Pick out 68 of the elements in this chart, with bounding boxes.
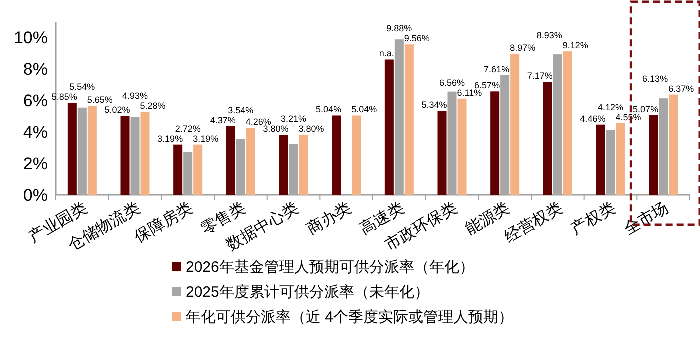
- data-label: 4.46%: [580, 114, 606, 124]
- bar: [246, 128, 256, 195]
- data-label: 6.13%: [642, 74, 668, 84]
- data-label: 5.85%: [52, 92, 78, 102]
- bar: [404, 44, 414, 195]
- data-label: 5.54%: [70, 82, 96, 92]
- data-label: 3.19%: [158, 134, 184, 144]
- data-label: 5.07%: [633, 104, 659, 114]
- bar: [669, 94, 678, 195]
- bar: [458, 98, 467, 195]
- data-label: 3.19%: [193, 134, 219, 144]
- data-label: 4.26%: [246, 117, 272, 127]
- bar: [510, 54, 520, 195]
- y-tick-label: 4%: [23, 123, 48, 142]
- bar: [140, 112, 150, 195]
- x-tick-label: 产权类: [568, 198, 619, 238]
- y-tick-label: 8%: [23, 60, 48, 80]
- data-label: 8.97%: [510, 42, 536, 53]
- data-label: 7.17%: [527, 71, 553, 82]
- bar: [88, 106, 97, 195]
- data-label: 4.12%: [598, 102, 624, 112]
- data-label: 8.93%: [536, 30, 562, 41]
- data-label: 6.56%: [439, 78, 466, 88]
- bar: [279, 135, 288, 195]
- data-label: 5.02%: [104, 105, 130, 116]
- bar: [226, 126, 236, 195]
- data-label: 9.88%: [386, 24, 412, 34]
- data-label: 9.12%: [562, 40, 588, 51]
- data-label: 3.80%: [263, 124, 289, 134]
- x-tick-label: 商办类: [304, 198, 355, 238]
- data-label: 7.61%: [484, 64, 510, 74]
- data-label: 3.54%: [228, 105, 254, 116]
- data-label: 5.65%: [87, 95, 113, 106]
- legend-label: 2026年基金管理人预期可供分派率（年化）: [186, 259, 474, 276]
- bar: [120, 116, 130, 195]
- y-tick-label: 2%: [23, 154, 48, 174]
- data-label: 3.80%: [298, 124, 324, 134]
- bar: [616, 123, 626, 195]
- data-label: 2.72%: [175, 124, 201, 134]
- data-label: 5.04%: [316, 104, 342, 115]
- bar: [68, 102, 77, 195]
- data-label: 5.04%: [352, 104, 378, 115]
- data-label: 5.28%: [140, 100, 166, 111]
- data-label: 5.34%: [422, 100, 448, 110]
- y-tick-label: 0%: [23, 186, 48, 205]
- bar: [194, 144, 203, 195]
- legend-label: 2025年度累计可供分派率（未年化）: [186, 284, 430, 301]
- data-label: 4.55%: [616, 112, 642, 122]
- data-label: 4.93%: [122, 90, 148, 101]
- legend-label: 年化可供分派率（近 4个季度实际或管理人预期）: [186, 309, 514, 326]
- bar: [543, 82, 552, 195]
- bar: [649, 115, 658, 195]
- bar: [332, 116, 342, 195]
- bar: [299, 135, 308, 195]
- data-label: 4.37%: [210, 115, 236, 126]
- data-label: 3.21%: [280, 114, 307, 124]
- bar: [596, 124, 606, 195]
- y-tick-label: 10%: [14, 28, 48, 48]
- bar: [384, 60, 394, 195]
- y-tick-label: 6%: [23, 92, 48, 111]
- data-label: 9.56%: [404, 34, 430, 44]
- data-label: 6.37%: [668, 84, 694, 94]
- data-label: n.a.: [379, 48, 394, 59]
- bar: [563, 52, 572, 195]
- bar: [174, 144, 183, 195]
- bar: [352, 116, 362, 195]
- bar: [490, 92, 500, 195]
- bar: [438, 111, 447, 195]
